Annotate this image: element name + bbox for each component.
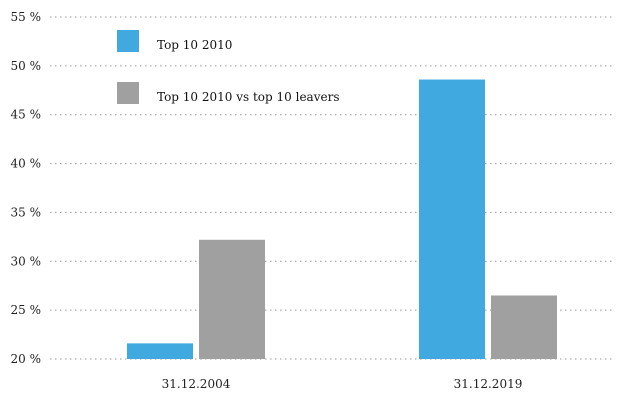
bar-top10-2010-vs-leavers-1	[491, 295, 557, 359]
x-category-label: 31.12.2004	[162, 377, 231, 391]
y-tick-label: 35 %	[11, 205, 42, 219]
y-tick-label: 40 %	[11, 157, 42, 171]
y-tick-label: 45 %	[11, 108, 42, 122]
bar-top10-2010-1	[419, 79, 485, 359]
y-tick-label: 30 %	[11, 254, 42, 268]
y-axis-tick-labels: 20 % 25 % 30 % 35 % 40 % 45 % 50 % 55 %	[11, 10, 42, 366]
legend-swatch	[117, 30, 139, 52]
legend-label: Top 10 2010	[157, 38, 232, 52]
bars	[127, 79, 557, 359]
bar-top10-2010-vs-leavers-0	[199, 239, 265, 359]
legend-label: Top 10 2010 vs top 10 leavers	[157, 90, 339, 104]
x-axis-category-labels: 31.12.2004 31.12.2019	[162, 377, 523, 391]
y-tick-label: 50 %	[11, 59, 42, 73]
gridlines	[50, 16, 612, 360]
y-tick-label: 20 %	[11, 352, 42, 366]
legend: Top 10 2010 Top 10 2010 vs top 10 leavers	[117, 30, 339, 104]
legend-swatch	[117, 82, 139, 104]
y-tick-label: 55 %	[11, 10, 42, 24]
x-category-label: 31.12.2019	[454, 377, 523, 391]
y-tick-label: 25 %	[11, 303, 42, 317]
bar-top10-2010-0	[127, 343, 193, 359]
